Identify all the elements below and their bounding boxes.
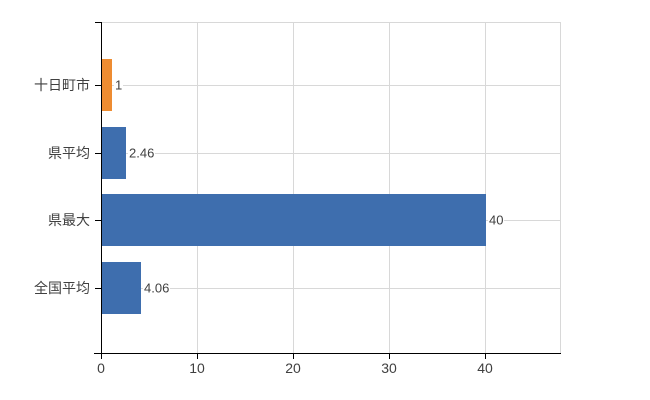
x-tick-label: 40 <box>477 360 493 376</box>
y-axis-top-tick <box>95 22 101 23</box>
bar-value-label: 2.46 <box>128 145 156 160</box>
x-tick-label: 30 <box>381 360 397 376</box>
x-gridline <box>389 22 390 353</box>
bar-value-label: 1 <box>114 77 124 93</box>
x-tick-label: 10 <box>189 360 205 376</box>
y-axis-tick <box>95 152 101 154</box>
bar <box>102 194 486 246</box>
y-gridline <box>102 153 560 154</box>
y-axis <box>101 22 102 354</box>
x-gridline <box>293 22 294 353</box>
x-axis-tick <box>389 354 390 359</box>
x-axis-tick <box>197 354 198 359</box>
category-label: 県最大 <box>48 212 90 228</box>
y-gridline <box>102 288 560 289</box>
y-axis-tick <box>95 85 101 86</box>
x-axis-tick <box>485 354 486 359</box>
bar <box>102 127 126 179</box>
x-axis-tick <box>101 354 102 359</box>
bar <box>102 59 112 111</box>
plot-border-right <box>560 22 561 353</box>
bar-value-label: 4.06 <box>143 280 171 295</box>
category-label: 十日町市 <box>34 77 90 93</box>
x-gridline <box>485 22 486 353</box>
category-label: 県平均 <box>48 144 90 161</box>
bar-value-label: 40 <box>488 212 505 228</box>
bar <box>102 262 141 314</box>
y-axis-tick <box>95 287 101 289</box>
x-gridline <box>197 22 198 353</box>
x-axis <box>94 353 561 354</box>
x-axis-tick <box>293 354 294 359</box>
category-label: 全国平均 <box>34 279 90 296</box>
x-tick-label: 0 <box>97 360 105 376</box>
x-tick-label: 20 <box>285 360 301 376</box>
plot-border-top <box>101 22 560 23</box>
y-axis-tick <box>95 220 101 221</box>
y-gridline <box>102 85 560 86</box>
